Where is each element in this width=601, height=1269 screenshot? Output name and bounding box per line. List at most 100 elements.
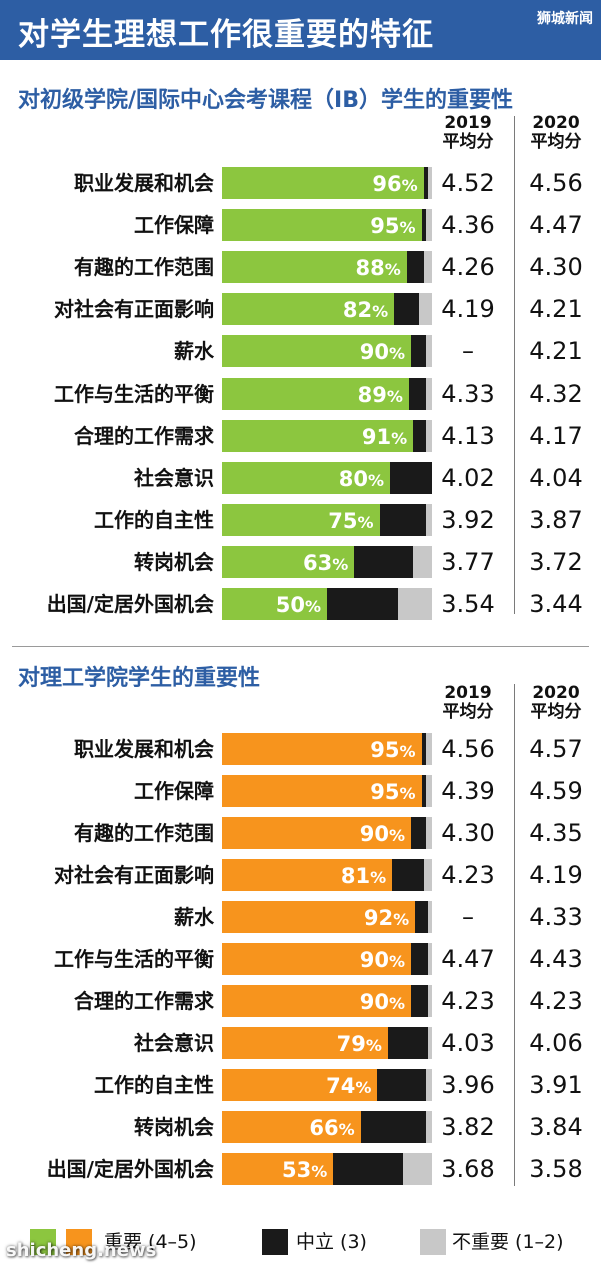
legend-swatch-not-important [420, 1229, 446, 1255]
column-divider-poly [514, 684, 515, 1186]
data-label: 90% [222, 817, 405, 849]
bar-neutral [377, 1069, 426, 1101]
bar-not-important [425, 420, 432, 452]
score-2020: 4.43 [529, 945, 583, 973]
bar-neutral [394, 293, 420, 325]
data-label-percent-sign: % [332, 555, 349, 574]
category-label: 出国/定居外国机会 [46, 1157, 214, 1181]
score-2020: 4.59 [529, 777, 583, 805]
bar-neutral [408, 378, 426, 410]
score-2020: 3.91 [529, 1071, 583, 1099]
bar-not-important [427, 985, 432, 1017]
data-label-percent-sign: % [399, 218, 416, 237]
data-label-value: 63 [303, 551, 333, 575]
data-label: 50% [222, 588, 321, 620]
data-label-value: 81 [340, 864, 371, 888]
score-2020: 4.04 [529, 464, 583, 492]
score-2020: 4.06 [529, 1029, 583, 1057]
category-label: 社会意识 [134, 466, 214, 490]
score-2019: 4.30 [441, 819, 495, 847]
bar-important [222, 775, 422, 807]
data-label-value: 96 [372, 172, 402, 196]
data-label-percent-sign: % [388, 344, 405, 363]
bar-not-important [419, 293, 432, 325]
column-header-label: 平均分 [442, 702, 494, 722]
data-label: 95% [222, 775, 415, 807]
bar-neutral [411, 943, 428, 975]
column-header-year: 2019 [444, 683, 492, 703]
bar-important [222, 817, 411, 849]
data-label-value: 82 [342, 298, 373, 322]
data-label-percent-sign: % [386, 387, 403, 406]
data-label-percent-sign: % [401, 176, 418, 195]
score-2020: 3.84 [529, 1113, 583, 1141]
data-label-percent-sign: % [399, 742, 416, 761]
score-2020: 4.57 [529, 735, 583, 763]
data-label: 95% [222, 209, 416, 241]
category-label: 工作的自主性 [94, 1073, 214, 1097]
data-label-value: 92 [363, 906, 394, 930]
data-label: 75% [222, 504, 373, 536]
category-label: 工作保障 [134, 779, 214, 803]
category-label: 合理的工作需求 [74, 989, 214, 1013]
column-header-2020-jc: 2020 平均分 [516, 114, 596, 152]
watermark: shicheng.news [6, 1240, 157, 1261]
bar-important [222, 985, 411, 1017]
data-label-value: 90 [359, 340, 389, 364]
score-2019: 3.96 [441, 1071, 495, 1099]
data-label: 81% [222, 859, 386, 891]
bar-not-important [402, 1153, 432, 1185]
bar-neutral [392, 859, 424, 891]
bar-important [222, 209, 422, 241]
legend-label-neutral: 中立 (3) [296, 1231, 367, 1253]
category-label: 合理的工作需求 [74, 424, 214, 448]
bar-neutral [413, 420, 426, 452]
bar-neutral [387, 1027, 428, 1059]
data-label: 88% [222, 251, 401, 283]
bar-important [222, 251, 407, 283]
category-label: 社会意识 [134, 1031, 214, 1055]
score-2019: 4.23 [441, 987, 495, 1015]
data-label: 82% [222, 293, 388, 325]
score-2019: – [462, 903, 474, 931]
data-label-value: 95 [370, 214, 400, 238]
data-label-value: 90 [359, 948, 389, 972]
bar-neutral [390, 462, 432, 494]
bar-important [222, 378, 409, 410]
data-label-value: 90 [359, 990, 389, 1014]
score-2020: 4.23 [529, 987, 583, 1015]
data-label: 90% [222, 943, 405, 975]
bar-not-important [423, 251, 432, 283]
category-label: 工作保障 [134, 213, 214, 237]
column-header-year: 2020 [532, 683, 580, 703]
bar-important [222, 1111, 361, 1143]
legend-swatch-neutral [262, 1229, 288, 1255]
data-label-percent-sign: % [365, 1036, 382, 1055]
bar-important [222, 167, 424, 199]
score-2020: 4.17 [529, 422, 583, 450]
score-2019: – [462, 337, 474, 365]
data-label-percent-sign: % [370, 868, 387, 887]
score-2020: 4.21 [529, 337, 583, 365]
data-label-value: 66 [309, 1116, 339, 1140]
column-header-label: 平均分 [442, 132, 494, 152]
data-label-value: 75 [328, 509, 358, 533]
score-2019: 3.82 [441, 1113, 495, 1141]
bar-important [222, 293, 395, 325]
score-2020: 4.33 [529, 903, 583, 931]
category-label: 薪水 [174, 339, 214, 363]
category-label: 对社会有正面影响 [54, 297, 214, 321]
column-header-2020-poly: 2020 平均分 [516, 684, 596, 722]
score-2019: 4.36 [441, 211, 495, 239]
legend-swatch-important-green [30, 1229, 56, 1255]
column-divider-jc [514, 116, 515, 614]
bar-important [222, 462, 390, 494]
data-label-value: 90 [359, 822, 389, 846]
column-header-label: 平均分 [530, 132, 582, 152]
data-label: 74% [222, 1069, 371, 1101]
score-2019: 4.03 [441, 1029, 495, 1057]
data-label: 53% [222, 1153, 327, 1185]
bar-neutral [333, 1153, 403, 1185]
data-label: 95% [222, 733, 416, 765]
data-label-value: 50 [275, 593, 305, 617]
